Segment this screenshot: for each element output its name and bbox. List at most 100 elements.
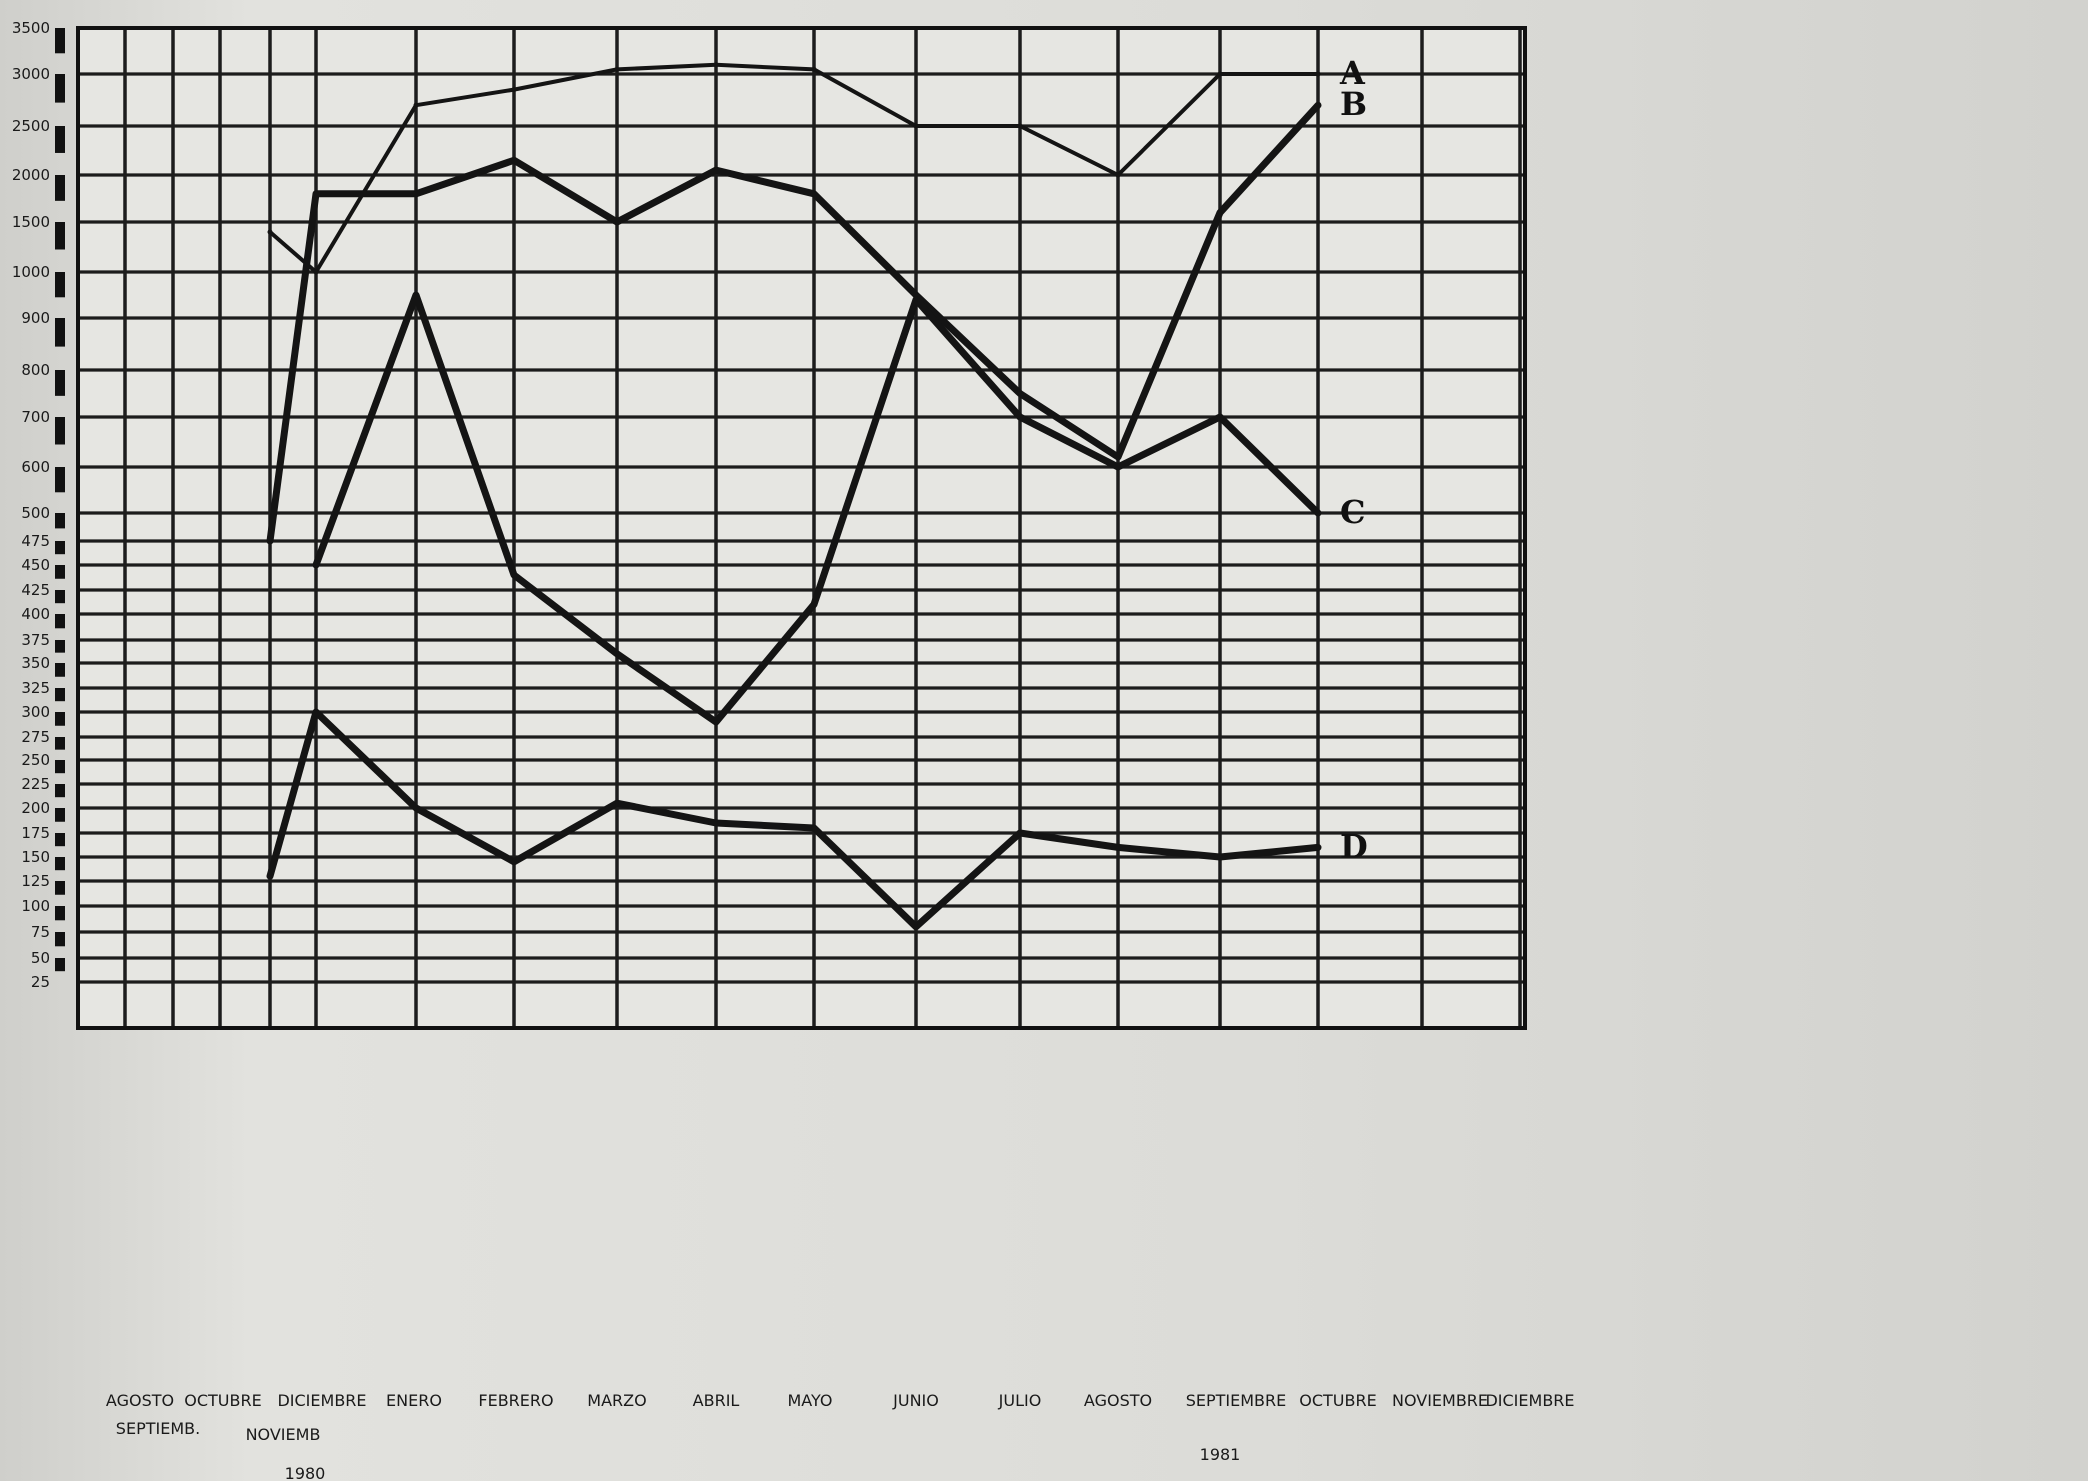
data-point (713, 167, 719, 173)
x-tick-label: SEPTIEMB. (116, 1419, 200, 1438)
year-label: 1981 (1200, 1445, 1241, 1464)
ruler-mark-5 (55, 272, 65, 298)
ruler-mark-6 (55, 318, 65, 347)
y-tick-label: 125 (21, 872, 50, 890)
ruler-mark-2 (55, 126, 65, 153)
y-tick-label: 225 (21, 775, 50, 793)
data-point (1017, 414, 1023, 420)
x-tick-label: NOVIEMB (246, 1425, 321, 1444)
ruler-mark-9 (55, 467, 65, 493)
y-tick-label: 150 (21, 848, 50, 866)
ruler-mark-21 (55, 784, 65, 798)
ruler-mark-4 (55, 222, 65, 250)
ruler-mark-13 (55, 590, 65, 604)
data-point (313, 709, 319, 715)
data-point (511, 572, 517, 578)
y-tick-label: 2000 (12, 166, 50, 184)
ruler-mark-3 (55, 175, 65, 201)
ruler-mark-16 (55, 663, 65, 677)
data-point (614, 800, 620, 806)
y-tick-label: 325 (21, 679, 50, 697)
ruler-mark-12 (55, 565, 65, 579)
ruler-mark-11 (55, 541, 65, 555)
data-point (1217, 210, 1223, 216)
x-tick-label: OCTUBRE (1299, 1391, 1376, 1410)
plot-frame (76, 26, 1527, 1030)
data-point (1115, 454, 1121, 460)
data-point (511, 157, 517, 163)
y-tick-label: 3500 (12, 19, 50, 37)
x-tick-label: JUNIO (892, 1391, 939, 1410)
y-axis-ticks: 3500 3000 2500 2000 1500 1000 900 800 700 600 500 4… (12, 19, 50, 991)
data-point (313, 562, 319, 568)
y-tick-label: 25 (31, 973, 50, 991)
data-point (1017, 830, 1023, 836)
data-point (913, 292, 919, 298)
x-tick-label: MARZO (587, 1391, 646, 1410)
ruler-mark-8 (55, 417, 65, 445)
data-point (267, 873, 273, 879)
ruler-mark-19 (55, 737, 65, 750)
y-tick-label: 1500 (12, 213, 50, 231)
series-line-a (268, 62, 1320, 274)
ruler-mark-14 (55, 614, 65, 629)
data-point (913, 924, 919, 930)
x-tick-label: ENERO (386, 1391, 442, 1410)
data-point (267, 538, 273, 544)
data-point (1315, 71, 1321, 77)
y-tick-label: 475 (21, 532, 50, 550)
y-tick-label: 250 (21, 751, 50, 769)
data-point (713, 820, 719, 826)
ruler-mark-28 (55, 958, 65, 972)
data-point (614, 66, 620, 72)
series-line-b (266, 101, 1322, 545)
series-label-a: A (1339, 54, 1366, 92)
ruler-mark-15 (55, 640, 65, 653)
x-tick-label: SEPTIEMBRE (1186, 1391, 1287, 1410)
data-point (313, 269, 319, 275)
data-point (614, 651, 620, 657)
ruler-mark-27 (55, 932, 65, 947)
data-point (713, 62, 719, 68)
y-tick-label: 450 (21, 556, 50, 574)
x-tick-label: AGOSTO (1084, 1391, 1152, 1410)
data-point (811, 601, 817, 607)
series-line-d (266, 708, 1322, 931)
x-tick-label: DICIEMBRE (1485, 1391, 1574, 1410)
ruler-mark-23 (55, 833, 65, 847)
y-tick-label: 425 (21, 581, 50, 599)
x-tick-label: OCTUBRE (184, 1391, 261, 1410)
y-tick-label: 275 (21, 728, 50, 746)
data-point (1217, 414, 1223, 420)
data-point (614, 219, 620, 225)
data-point (1017, 391, 1023, 396)
y-tick-label: 2500 (12, 117, 50, 135)
data-point (413, 805, 419, 811)
data-point (1115, 464, 1121, 470)
ruler-mark-10 (55, 513, 65, 529)
data-point (1315, 844, 1321, 850)
ruler-mark-20 (55, 760, 65, 774)
data-point (313, 191, 319, 197)
data-point (913, 297, 919, 303)
data-point (511, 859, 517, 865)
y-tick-label: 600 (21, 458, 50, 476)
ruler-mark-1 (55, 74, 65, 103)
data-point (811, 825, 817, 831)
chart-grid (55, 26, 1527, 1030)
data-point (811, 66, 817, 72)
data-point (1315, 510, 1321, 516)
y-tick-label: 900 (21, 309, 50, 327)
data-point (713, 719, 719, 725)
y-tick-label: 50 (31, 949, 50, 967)
data-point (913, 123, 919, 129)
data-point (413, 292, 419, 298)
series-label-c: C (1340, 493, 1365, 531)
y-tick-label: 700 (21, 408, 50, 426)
ruler-mark-22 (55, 808, 65, 822)
ruler-mark-7 (55, 370, 65, 396)
plot-area (78, 28, 1525, 1028)
data-point (1115, 172, 1121, 178)
y-tick-label: 100 (21, 897, 50, 915)
